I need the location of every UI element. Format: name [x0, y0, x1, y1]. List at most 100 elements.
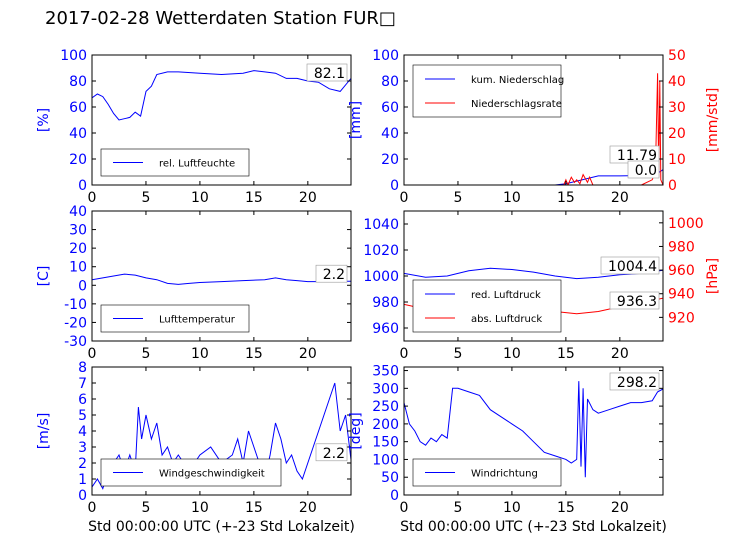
- pressure-ytick-label-1040: 1040: [363, 217, 399, 233]
- winddirection-ytick-label-250: 250: [372, 399, 399, 415]
- humidity-ytick-label-60: 60: [69, 100, 87, 116]
- humidity-xtick-label-0: 0: [88, 190, 97, 206]
- pressure-xtick-label-0: 0: [400, 346, 409, 362]
- temperature-ytick-label-40: 40: [69, 204, 87, 220]
- winddirection-ylabel: [deg]: [348, 412, 364, 449]
- precipitation-series-1-line: [404, 73, 663, 185]
- pressure-legend-box: [412, 279, 562, 333]
- precipitation-ytick-label-100: 100: [372, 48, 399, 64]
- pressure-annotation-box-1: [609, 291, 660, 310]
- temperature-ytick-label-30: 30: [69, 223, 87, 239]
- precipitation-ylabel2: [mm/std]: [705, 88, 721, 153]
- windspeed-ytick-label-1: 1: [78, 472, 87, 488]
- windspeed-ytick-label-2: 2: [78, 456, 87, 472]
- temperature-axes-frame: [91, 210, 352, 342]
- windspeed-xtick-label-15: 15: [245, 500, 263, 516]
- temperature-series-0-line: [92, 273, 351, 285]
- winddirection-xlabel: Std 00:00:00 UTC (+-23 Std Lokalzeit): [400, 519, 667, 535]
- humidity-legend-label-0: rel. Luftfeuchte: [159, 159, 235, 170]
- pressure-annotation-box-0: [600, 256, 660, 275]
- temperature-ytick-label--30: -30: [64, 334, 87, 350]
- humidity-annotation-box-0: [306, 63, 348, 82]
- winddirection-xtick-label-20: 20: [611, 500, 629, 516]
- winddirection-axes-frame: [403, 366, 664, 496]
- winddirection-ytick-label-0: 0: [390, 488, 399, 504]
- humidity-series-0-line: [92, 70, 351, 121]
- winddirection-annotation-0: 298.2: [617, 375, 657, 391]
- windspeed-ytick-label-5: 5: [78, 408, 87, 424]
- precipitation-chart: 0 5 10 15 20 0 20 40 60 80 100 0 10 20 30 40 50 [mm] [mm/s…: [348, 48, 721, 206]
- winddirection-legend-box: [412, 458, 562, 487]
- humidity-ytick-label-40: 40: [69, 126, 87, 142]
- winddirection-annotation-box-0: [609, 372, 660, 391]
- pressure-ytick-label-1000: 1000: [363, 269, 399, 285]
- winddirection-ytick-label-100: 100: [372, 452, 399, 468]
- pressure-y2tick-label-960: 960: [668, 263, 695, 279]
- windspeed-legend-box: [100, 458, 282, 487]
- pressure-series-0-line: [404, 267, 663, 280]
- pressure-annotation-1: 936.3: [617, 294, 657, 310]
- temperature-xtick-label-15: 15: [245, 346, 263, 362]
- winddirection-xtick-label-5: 5: [453, 500, 462, 516]
- windspeed-legend-label-0: Windgeschwindigkeit: [159, 469, 265, 480]
- figure-title: 2017-02-28 Wetterdaten Station FUR□: [45, 8, 396, 29]
- precipitation-ytick-label-40: 40: [381, 126, 399, 142]
- winddirection-ytick-label-50: 50: [381, 470, 399, 486]
- humidity-chart: 0 5 10 15 20 0 20 40 60 80 100 [%] rel. Luftfeuchte 8…: [36, 48, 352, 206]
- precipitation-xtick-label-5: 5: [453, 190, 462, 206]
- windspeed-xtick-label-10: 10: [191, 500, 209, 516]
- humidity-ytick-label-20: 20: [69, 152, 87, 168]
- precipitation-series-0-line: [404, 169, 663, 185]
- precipitation-annotation-1: 0.0: [635, 163, 657, 179]
- precipitation-y2tick-label-0: 0: [668, 178, 677, 194]
- windspeed-ytick-label-8: 8: [78, 360, 87, 376]
- precipitation-y2tick-label-30: 30: [668, 100, 686, 116]
- humidity-ytick-label-0: 0: [78, 178, 87, 194]
- winddirection-xtick-label-15: 15: [557, 500, 575, 516]
- temperature-ylabel: [C]: [36, 266, 52, 287]
- pressure-xtick-label-10: 10: [503, 346, 521, 362]
- winddirection-ytick-label-300: 300: [372, 381, 399, 397]
- temperature-ytick-label-20: 20: [69, 241, 87, 257]
- windspeed-ytick-label-0: 0: [78, 488, 87, 504]
- windspeed-xlabel: Std 00:00:00 UTC (+-23 Std Lokalzeit): [88, 519, 355, 535]
- winddirection-xtick-label-0: 0: [400, 500, 409, 516]
- pressure-annotation-0: 1004.4: [608, 259, 657, 275]
- temperature-ytick-label--20: -20: [64, 315, 87, 331]
- temperature-legend-label-0: Lufttemperatur: [159, 315, 236, 326]
- precipitation-xtick-label-0: 0: [400, 190, 409, 206]
- pressure-legend-label-1: abs. Luftdruck: [471, 314, 542, 325]
- precipitation-ytick-label-20: 20: [381, 152, 399, 168]
- precipitation-y2tick-label-50: 50: [668, 48, 686, 64]
- windspeed-ytick-label-3: 3: [78, 440, 87, 456]
- temperature-xtick-label-5: 5: [141, 346, 150, 362]
- windspeed-ytick-label-6: 6: [78, 392, 87, 408]
- precipitation-xtick-label-10: 10: [503, 190, 521, 206]
- precipitation-xtick-label-15: 15: [557, 190, 575, 206]
- temperature-xtick-label-0: 0: [88, 346, 97, 362]
- pressure-y2tick-label-1000: 1000: [668, 216, 704, 232]
- humidity-axes-frame: [91, 54, 352, 186]
- temperature-ytick-label-0: 0: [78, 278, 87, 294]
- humidity-xtick-label-15: 15: [245, 190, 263, 206]
- pressure-ytick-label-960: 960: [372, 321, 399, 337]
- pressure-y2tick-label-920: 920: [668, 310, 695, 326]
- temperature-ytick-label--10: -10: [64, 297, 87, 313]
- winddirection-series-0-line: [404, 381, 663, 478]
- windspeed-xtick-label-0: 0: [88, 500, 97, 516]
- precipitation-axes-frame: [403, 54, 664, 186]
- precipitation-ylabel: [mm]: [348, 101, 364, 139]
- windspeed-ylabel: [m/s]: [36, 413, 52, 450]
- precipitation-ytick-label-80: 80: [381, 74, 399, 90]
- humidity-xtick-label-20: 20: [299, 190, 317, 206]
- windspeed-ytick-label-4: 4: [78, 424, 87, 440]
- windspeed-annotation-0: 2.2: [323, 446, 345, 462]
- pressure-y2tick-label-980: 980: [668, 239, 695, 255]
- pressure-y2tick-label-940: 940: [668, 287, 695, 303]
- precipitation-y2tick-label-20: 20: [668, 126, 686, 142]
- pressure-xtick-label-5: 5: [453, 346, 462, 362]
- temperature-annotation-box-0: [315, 264, 348, 283]
